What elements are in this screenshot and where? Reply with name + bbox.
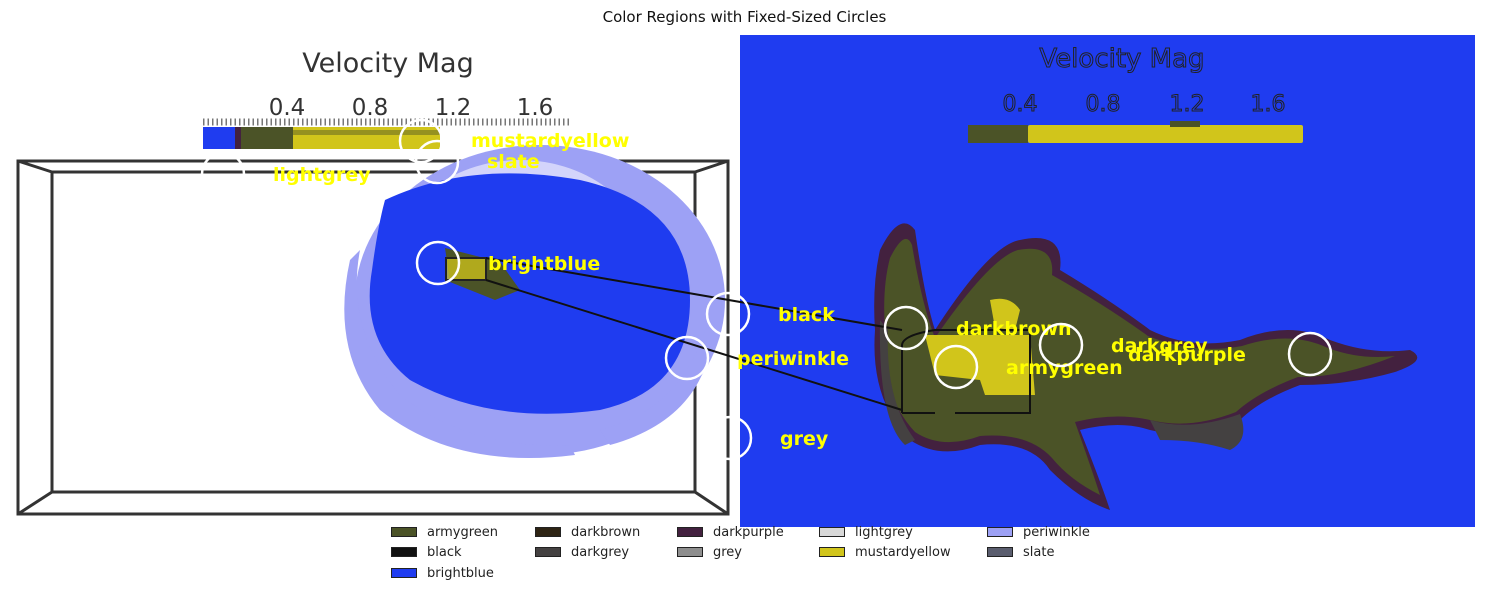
- legend-label: darkgrey: [571, 544, 630, 560]
- marker-circle: [415, 240, 461, 286]
- left-flow-region: [344, 145, 725, 458]
- marker-label: slate: [487, 151, 540, 173]
- right-tick-label: 0.8: [1086, 92, 1121, 117]
- right-panel-background: [740, 35, 1475, 527]
- marker-circle: [664, 335, 710, 381]
- marker-label: brightblue: [488, 253, 600, 275]
- legend-item-mustardyellow: mustardyellow: [819, 542, 951, 562]
- legend-item-black: black: [391, 542, 462, 562]
- legend-label: armygreen: [427, 524, 498, 540]
- legend-swatch: [391, 568, 417, 578]
- marker-label: darkbrown: [956, 318, 1072, 340]
- marker-label: armygreen: [1006, 357, 1123, 379]
- left-tick-label: 0.8: [352, 95, 389, 121]
- right-colorbar: [968, 121, 1303, 143]
- marker-armygreen: armygreen: [933, 344, 1123, 390]
- zoom-connector-lines: [485, 257, 903, 411]
- legend-swatch: [677, 527, 703, 537]
- legend-item-darkpurple: darkpurple: [677, 522, 784, 542]
- marker-black: black: [705, 291, 835, 337]
- legend-swatch: [391, 547, 417, 557]
- right-tick-label: 0.4: [1003, 92, 1038, 117]
- legend-item-brightblue: brightblue: [391, 563, 494, 583]
- legend-label: grey: [713, 544, 743, 560]
- marker-circle: [707, 415, 753, 461]
- marker-lightgrey: lightgrey: [200, 151, 371, 197]
- marker-slate: slate: [414, 139, 540, 185]
- legend-item-armygreen: armygreen: [391, 522, 498, 542]
- marker-circle: [1287, 331, 1333, 377]
- right-flow-region: [874, 223, 1418, 511]
- marker-brightblue: brightblue: [415, 240, 600, 286]
- legend-item-slate: slate: [987, 542, 1054, 562]
- marker-label: mustardyellow: [471, 130, 629, 152]
- marker-circle: [200, 151, 246, 197]
- marker-label: darkgrey: [1111, 335, 1208, 357]
- figure-title: Color Regions with Fixed-Sized Circles: [602, 8, 887, 26]
- marker-label: black: [778, 304, 835, 326]
- legend-label: periwinkle: [1023, 524, 1090, 540]
- marker-grey: grey: [707, 415, 829, 461]
- left-tick-label: 1.6: [517, 95, 554, 121]
- legend-swatch: [819, 547, 845, 557]
- left-tick-label: 0.4: [269, 95, 306, 121]
- marker-darkpurple: darkpurple: [1128, 331, 1333, 377]
- legend-swatch: [535, 527, 561, 537]
- marker-label: grey: [780, 428, 829, 450]
- legend-item-periwinkle: periwinkle: [987, 522, 1090, 542]
- right-panel: Velocity Mag 0.4 0.8 1.2 1.6: [740, 35, 1475, 527]
- marker-circle: [933, 344, 979, 390]
- legend-swatch: [987, 527, 1013, 537]
- marker-circle: [883, 305, 929, 351]
- left-tick-label: 1.2: [435, 95, 472, 121]
- legend-swatch: [535, 547, 561, 557]
- left-colorbar-title: Velocity Mag: [302, 48, 473, 79]
- legend-label: mustardyellow: [855, 544, 951, 560]
- legend-swatch: [819, 527, 845, 537]
- right-tick-label: 1.2: [1170, 92, 1205, 117]
- legend-swatch: [391, 527, 417, 537]
- marker-periwinkle: periwinkle: [664, 335, 849, 381]
- marker-circle: [705, 291, 751, 337]
- marker-label: darkpurple: [1128, 344, 1246, 366]
- legend-item-darkbrown: darkbrown: [535, 522, 640, 542]
- legend-label: darkbrown: [571, 524, 641, 540]
- marker-label: periwinkle: [737, 348, 849, 370]
- legend: armygreen black brightblue darkbrown dar…: [391, 522, 1111, 588]
- legend-item-lightgrey: lightgrey: [819, 522, 913, 542]
- legend-label: black: [427, 544, 462, 560]
- right-colorbar-title: Velocity Mag: [1039, 44, 1204, 74]
- marker-darkgrey: darkgrey: [1038, 322, 1208, 368]
- legend-label: slate: [1023, 544, 1055, 560]
- legend-item-darkgrey: darkgrey: [535, 542, 629, 562]
- legend-label: lightgrey: [855, 524, 913, 540]
- legend-swatch: [677, 547, 703, 557]
- legend-label: brightblue: [427, 565, 494, 581]
- right-tick-label: 1.6: [1251, 92, 1286, 117]
- legend-swatch: [987, 547, 1013, 557]
- marker-circle: [1038, 322, 1084, 368]
- marker-label: lightgrey: [273, 164, 371, 186]
- left-colorbar: [203, 127, 440, 149]
- marker-circle: [414, 139, 460, 185]
- legend-item-grey: grey: [677, 542, 742, 562]
- legend-label: darkpurple: [713, 524, 784, 540]
- color-markers: mustardyellow slate lightgrey brightblue…: [200, 118, 1333, 461]
